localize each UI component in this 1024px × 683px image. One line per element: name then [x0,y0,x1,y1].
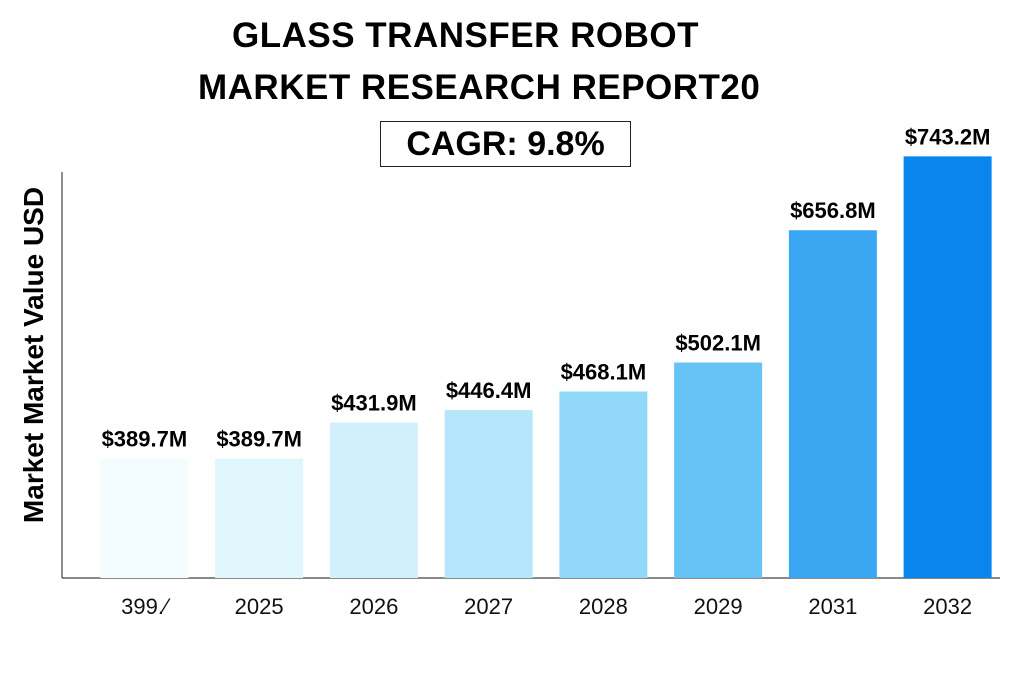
x-tick-label-1: 2025 [235,594,284,619]
bar-6 [788,230,877,578]
chart-title-line-1: GLASS TRANSFER ROBOT [232,16,699,55]
x-tick-label-5: 2029 [694,594,743,619]
bar-3 [444,410,533,578]
x-tick-label-7: 2032 [923,594,972,619]
data-label-4: $468.1M [561,360,647,385]
data-label-7: $743.2M [905,124,991,149]
data-label-6: $656.8M [790,198,876,223]
x-tick-label-2: 2026 [349,594,398,619]
bar-0 [100,458,189,578]
data-label-5: $502.1M [675,330,761,355]
x-tick-label-4: 2028 [579,594,628,619]
data-label-2: $431.9M [331,390,417,415]
data-label-1: $389.7M [216,427,302,452]
bar-7 [903,156,992,578]
data-label-3: $446.4M [446,378,532,403]
x-tick-label-6: 2031 [808,594,857,619]
cagr-badge: CAGR: 9.8% [380,121,631,167]
bar-2 [329,422,418,578]
chart-title-line-2: MARKET RESEARCH REPORT20 [198,68,761,107]
x-tick-label-3: 2027 [464,594,513,619]
bar-1 [215,458,304,578]
bar-5 [674,362,763,578]
x-tick-label-0: 399.⁄ [121,594,171,619]
bar-4 [559,391,648,578]
data-label-0: $389.7M [102,427,188,452]
